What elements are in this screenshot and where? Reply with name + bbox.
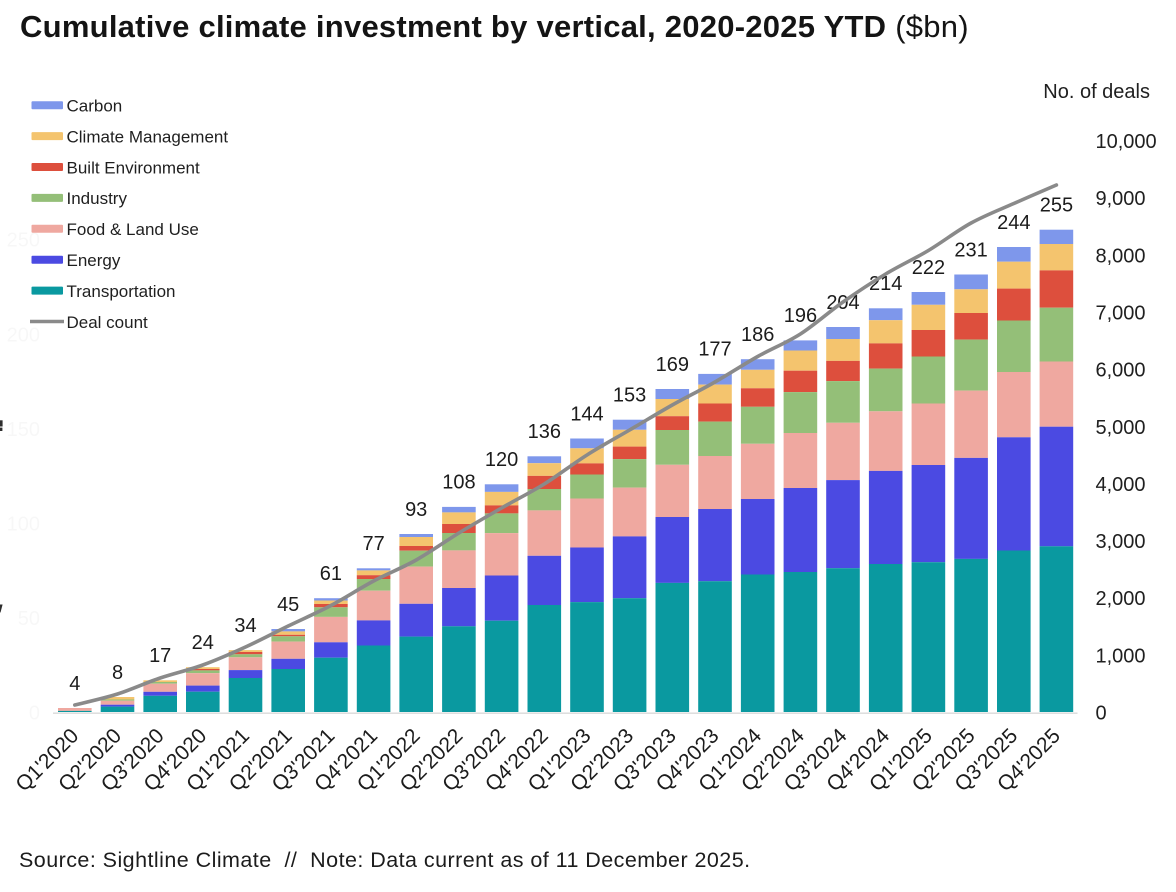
svg-text:0: 0 — [29, 702, 40, 724]
svg-text:120: 120 — [485, 449, 518, 471]
svg-text:136: 136 — [528, 421, 561, 443]
svg-text:61: 61 — [320, 563, 342, 585]
svg-text:4: 4 — [69, 673, 80, 695]
svg-text:Cumulative climate investment: Cumulative climate investment by vertica… — [20, 9, 969, 44]
svg-text:153: 153 — [613, 385, 646, 407]
svg-text:No. of deals: No. of deals — [1043, 81, 1150, 103]
svg-text:7,000: 7,000 — [1096, 303, 1146, 325]
svg-text:10,000: 10,000 — [1096, 131, 1157, 153]
svg-text:17: 17 — [149, 645, 171, 667]
svg-text:5,000: 5,000 — [1096, 417, 1146, 439]
svg-text:244: 244 — [997, 212, 1030, 234]
svg-text:9,000: 9,000 — [1096, 188, 1146, 210]
svg-text:24: 24 — [192, 632, 214, 654]
svg-text:200: 200 — [7, 324, 40, 346]
svg-text:50: 50 — [18, 608, 40, 630]
svg-text:4,000: 4,000 — [1096, 474, 1146, 496]
svg-text:Energy: Energy — [67, 251, 121, 270]
svg-text:196: 196 — [784, 305, 817, 327]
svg-text:177: 177 — [698, 339, 731, 361]
svg-text:186: 186 — [741, 324, 774, 346]
svg-text:100: 100 — [7, 513, 40, 535]
svg-text:169: 169 — [656, 354, 689, 376]
svg-text:Food & Land Use: Food & Land Use — [67, 220, 199, 239]
svg-text:Built Environment: Built Environment — [67, 158, 201, 177]
svg-text:255: 255 — [1040, 195, 1073, 217]
svg-text:93: 93 — [405, 499, 427, 521]
svg-text:0: 0 — [1096, 703, 1107, 725]
svg-text:8,000: 8,000 — [1096, 245, 1146, 267]
svg-text:1,000: 1,000 — [1096, 645, 1146, 667]
svg-text:214: 214 — [869, 273, 902, 295]
svg-text:231: 231 — [954, 239, 987, 261]
svg-text:6,000: 6,000 — [1096, 360, 1146, 382]
svg-text:222: 222 — [912, 257, 945, 279]
svg-text:34: 34 — [234, 615, 256, 637]
svg-text:45: 45 — [277, 594, 299, 616]
svg-text:Deal count: Deal count — [67, 313, 149, 332]
svg-text:2,000: 2,000 — [1096, 588, 1146, 610]
svg-text:Industry: Industry — [67, 189, 128, 208]
svg-text:Transportation: Transportation — [67, 282, 176, 301]
svg-text:Carbon: Carbon — [67, 97, 123, 116]
svg-text:250: 250 — [7, 230, 40, 252]
svg-text:108: 108 — [442, 472, 475, 494]
svg-text:144: 144 — [570, 403, 603, 425]
svg-text:Climate Management: Climate Management — [67, 127, 229, 146]
svg-text:150: 150 — [7, 419, 40, 441]
svg-text:8: 8 — [112, 662, 123, 684]
svg-text:Source: Sightline Climate //: Source: Sightline Climate // Note: Data … — [19, 848, 751, 872]
svg-text:3,000: 3,000 — [1096, 531, 1146, 553]
svg-text:77: 77 — [362, 533, 384, 555]
